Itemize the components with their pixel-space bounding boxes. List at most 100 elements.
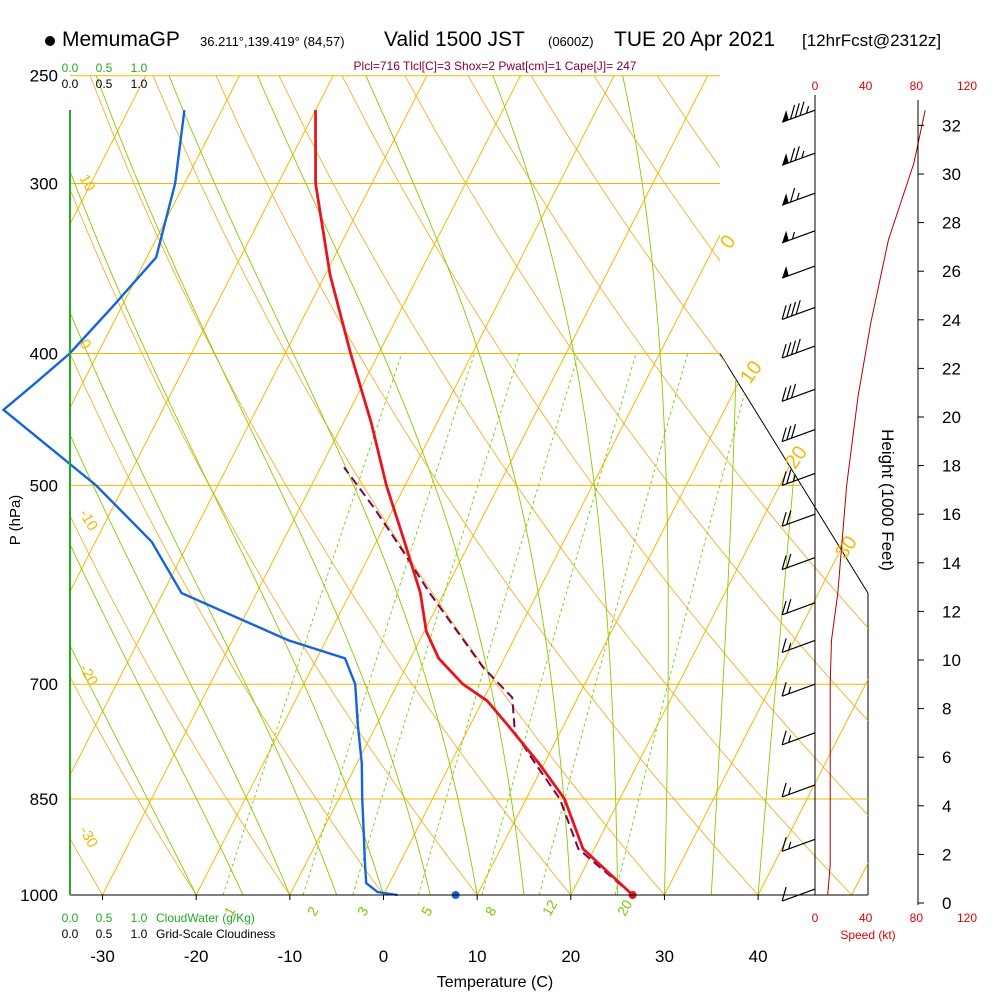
height-tick-label: 22: [942, 359, 961, 378]
dry-adiabat-line: [845, 75, 868, 895]
cloudiness-tick-bottom: 1.0: [131, 927, 148, 941]
x-tick-label: 10: [468, 947, 487, 966]
location: 36.211°,139.419° (84,57): [200, 34, 345, 49]
isotherm-line: [757, 75, 868, 895]
height-tick-label: 0: [942, 894, 951, 913]
speed-tick-bottom: 120: [957, 911, 977, 925]
isotherm-line: [289, 75, 709, 895]
isotherm-line: [851, 75, 868, 895]
height-tick-label: 16: [942, 505, 961, 524]
cloudiness-tick-top: 1.0: [131, 77, 148, 91]
speed-tick-bottom: 0: [812, 911, 819, 925]
height-tick-label: 6: [942, 748, 951, 767]
isotherm-label-left: -30: [76, 824, 102, 851]
speed-tick-top: 120: [957, 79, 977, 93]
wind-barb: [781, 101, 816, 123]
wind-barb: [781, 146, 816, 166]
pressure-label: 300: [30, 174, 58, 193]
speed-tick-top: 40: [859, 79, 873, 93]
wind-barb: [781, 553, 816, 571]
chart-header: MemumaGP 36.211°,139.419° (84,57) Valid …: [0, 0, 1000, 60]
cloudiness-label: Grid-Scale Cloudiness: [156, 927, 275, 941]
height-tick-label: 12: [942, 602, 961, 621]
valid-time: Valid 1500 JST: [384, 28, 525, 51]
moist-adiabat-line: [70, 75, 244, 895]
height-tick-label: 30: [942, 165, 961, 184]
cloudiness-tick-bottom: 0.0: [62, 927, 79, 941]
temperature-profile: [314, 110, 634, 897]
pressure-label: 1000: [20, 886, 58, 905]
cloudwater-tick-bottom: 0.5: [96, 911, 113, 925]
y-axis-label: P (hPa): [7, 495, 24, 546]
mixing-ratio-label: 20: [614, 897, 636, 919]
moist-adiabat-line: [70, 75, 197, 895]
isotherm-line: [195, 75, 615, 895]
mixing-ratio-line: [538, 353, 689, 895]
height-tick-label: 2: [942, 845, 951, 864]
model-name: MemumaGP: [62, 28, 180, 51]
wind-barb: [781, 424, 816, 443]
height-tick-label: 20: [942, 408, 961, 427]
cloudiness-tick-bottom: 0.5: [96, 927, 113, 941]
height-tick-label: 14: [942, 554, 961, 573]
x-tick-label: 0: [379, 947, 388, 966]
height-axis-label: Height (1000 Feet): [878, 429, 897, 571]
height-tick-label: 8: [942, 700, 951, 719]
mixing-ratio-line: [614, 353, 756, 895]
dry-adiabat-line: [152, 75, 665, 895]
dry-adiabat-line: [530, 75, 868, 895]
x-axis-label: Temperature (C): [437, 974, 553, 991]
wind-barb: [781, 469, 816, 486]
station-dot-icon: [45, 36, 55, 46]
cloudwater-tick-top: 1.0: [131, 61, 148, 75]
dry-adiabat-line: [215, 75, 759, 895]
pressure-label: 250: [30, 67, 58, 86]
pressure-label: 850: [30, 790, 58, 809]
pressure-label: 500: [30, 476, 58, 495]
mixing-ratio-line: [302, 353, 475, 895]
mixing-ratio-line: [417, 353, 580, 895]
wind-barb: [781, 598, 816, 616]
height-tick-label: 10: [942, 651, 961, 670]
dry-adiabat-line: [89, 75, 572, 895]
isotherm-line: [70, 75, 428, 895]
isotherm-label-right: 10: [736, 357, 767, 388]
height-tick-label: 32: [942, 116, 961, 135]
isotherm-line: [102, 75, 521, 895]
dry-adiabat-line: [404, 75, 868, 895]
stability-indices: Plcl=716 Tlcl[C]=3 Shox=2 Pwat[cm]=1 Cap…: [354, 59, 637, 73]
cloudiness-tick-top: 0.5: [96, 77, 113, 91]
cloudwater-label: CloudWater (g/Kg): [156, 911, 255, 925]
wind-barb: [781, 782, 816, 798]
wind-barb: [781, 265, 816, 279]
diagram-edge: [719, 353, 869, 895]
wind-barb: [781, 383, 816, 402]
isotherm-label-right: 0: [716, 231, 740, 253]
height-tick-label: 4: [942, 797, 951, 816]
moist-adiabat-line: [70, 75, 291, 895]
isotherm-label-left: 0: [76, 337, 95, 353]
cloudwater-tick-bottom: 1.0: [131, 911, 148, 925]
isotherm-line: [70, 75, 334, 895]
dry-adiabat-line: [467, 75, 868, 895]
cloudwater-tick-top: 0.0: [62, 61, 79, 75]
isotherm-label-left: 10: [76, 172, 99, 195]
moist-adiabat-line: [492, 75, 619, 895]
wind-barb: [781, 338, 816, 359]
dewpoint-profile: [1, 109, 398, 897]
height-tick-label: 24: [942, 311, 961, 330]
valid-date: TUE 20 Apr 2021: [614, 28, 776, 51]
wind-speed-curve: [827, 110, 926, 896]
height-tick-label: 26: [942, 262, 961, 281]
cloudiness-tick-top: 0.0: [62, 77, 79, 91]
isotherm-line: [70, 75, 240, 895]
mixing-ratio-line: [481, 353, 637, 895]
isotherm-label-left: -10: [76, 507, 102, 534]
height-tick-label: 28: [942, 214, 961, 233]
x-tick-label: -10: [278, 947, 303, 966]
moist-adiabat-line: [257, 75, 525, 895]
wind-barb: [781, 682, 816, 697]
isotherm-label-right: 20: [781, 442, 812, 473]
x-tick-label: 30: [655, 947, 674, 966]
wind-barb: [781, 230, 816, 244]
